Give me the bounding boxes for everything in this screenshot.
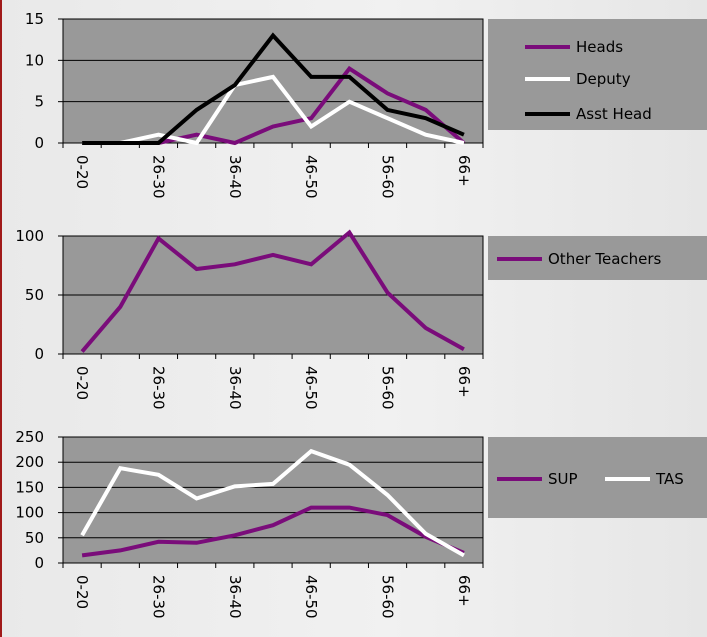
chart-other-teachers-age-distribution: 0 50 100 0-20 26-30 36-40 46-50 56-60 66+ Other T… [15,227,707,410]
y-tick-label: 100 [15,504,44,522]
x-tick-label: 36-40 [226,366,244,410]
legend-label-deputy: Deputy [576,70,631,88]
y-tick-label: 100 [15,227,44,245]
y-tick-label: 5 [34,93,44,111]
x-tick-label: 46-50 [302,155,320,199]
series-line-deputy [82,74,465,146]
chart-leadership-age-distribution: 0 5 10 15 0-20 26-30 36-40 46-50 56-60 66+ Heads De… [25,10,707,199]
x-tick-label: 36-40 [226,575,244,619]
x-tick-label: 66+ [455,366,473,398]
x-tick-label: 66+ [455,155,473,187]
legend-label-sup: SUP [548,470,578,488]
x-tick-label: 26-30 [149,575,167,619]
x-tick-label: 66+ [455,575,473,607]
page-left-border [0,0,2,637]
y-tick-label: 250 [15,428,44,446]
x-tick-label: 0-20 [73,155,91,189]
y-tick-label: 200 [15,453,44,471]
series-line-asst-head [82,32,465,145]
legend-label-asst-head: Asst Head [576,105,652,123]
x-tick-label: 46-50 [302,366,320,410]
series-line-other-teachers [80,229,465,353]
x-tick-label: 0-20 [73,366,91,400]
y-tick-label: 50 [25,286,44,304]
x-tick-label: 46-50 [302,575,320,619]
x-tick-label: 56-60 [379,575,397,619]
plot-area [62,18,484,144]
y-tick-label: 50 [25,529,44,547]
x-tick-label: 36-40 [226,155,244,199]
y-tick-label: 15 [25,10,44,28]
x-tick-label: 26-30 [149,366,167,410]
x-tick-label: 26-30 [149,155,167,199]
y-tick-label: 0 [34,554,44,572]
legend-box [488,19,707,130]
x-tick-label: 0-20 [73,575,91,609]
y-tick-label: 150 [15,478,44,496]
x-tick-label: 56-60 [379,366,397,410]
legend-label-other-teachers: Other Teachers [548,250,662,268]
chart-support-staff-age-distribution: 0 50 100 150 200 250 0-20 26-30 36-40 46-50 56-60 6… [15,428,707,619]
y-tick-label: 10 [25,51,44,69]
legend-label-heads: Heads [576,38,623,56]
y-tick-label: 0 [34,345,44,363]
plot-area [62,436,484,564]
series-line-tas [80,448,465,558]
legend-label-tas: TAS [655,470,684,488]
x-tick-label: 56-60 [379,155,397,199]
y-tick-label: 0 [34,134,44,152]
series-line-sup [81,505,465,558]
